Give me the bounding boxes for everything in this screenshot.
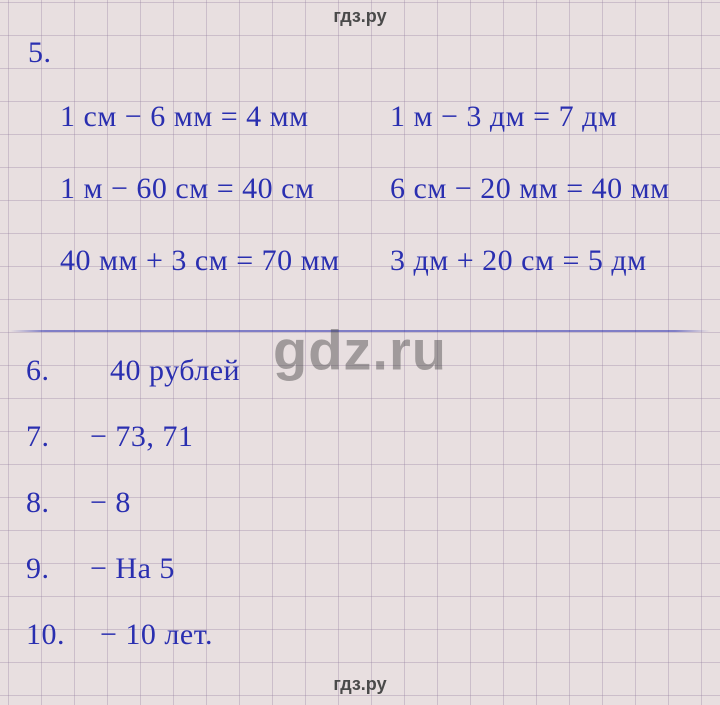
answer-6-num: 6.	[26, 354, 50, 388]
p5-row2-right: 6 см − 20 мм = 40 мм	[390, 172, 670, 206]
answer-7-text: − 73, 71	[90, 420, 193, 454]
page-footer: гдз.ру	[0, 674, 720, 695]
problem-5-number: 5.	[28, 36, 52, 70]
separator-line	[10, 330, 710, 332]
answer-7-num: 7.	[26, 420, 50, 454]
p5-row3-left: 40 мм + 3 см = 70 мм	[60, 244, 340, 278]
answer-8-text: − 8	[90, 486, 131, 520]
p5-row2-left: 1 м − 60 см = 40 см	[60, 172, 314, 206]
page-header: гдз.ру	[0, 6, 720, 27]
p5-row1-right: 1 м − 3 дм = 7 дм	[390, 100, 617, 134]
p5-row3-right: 3 дм + 20 см = 5 дм	[390, 244, 647, 278]
answer-10-text: − 10 лет.	[100, 618, 213, 652]
answer-9-text: − На 5	[90, 552, 175, 586]
answer-10-num: 10.	[26, 618, 65, 652]
answer-6-text: 40 рублей	[110, 354, 240, 388]
answer-9-num: 9.	[26, 552, 50, 586]
p5-row1-left: 1 см − 6 мм = 4 мм	[60, 100, 309, 134]
answer-8-num: 8.	[26, 486, 50, 520]
